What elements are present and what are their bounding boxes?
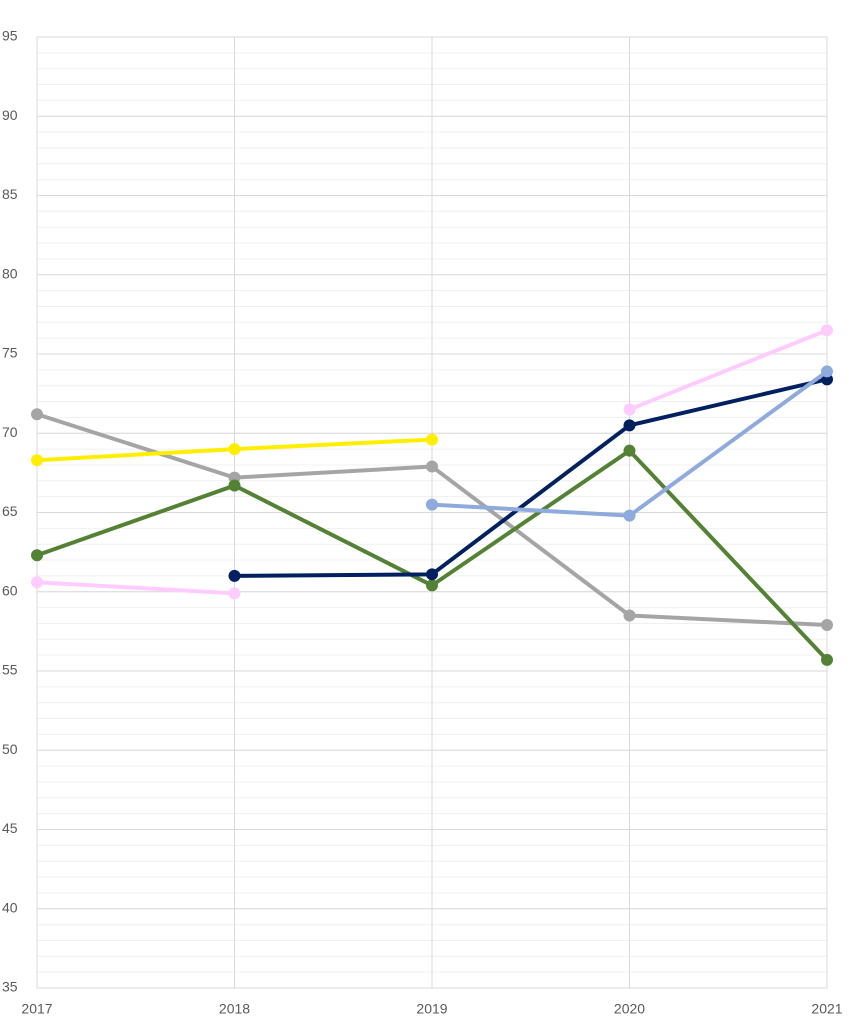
y-tick-label: 75 [2,345,18,361]
point [623,419,636,432]
x-tick-label: 2017 [21,1001,52,1017]
point [426,433,438,446]
point [623,609,636,622]
point [228,587,241,600]
y-tick-label: 70 [2,424,18,440]
point [426,568,438,581]
y-tick-label: 85 [2,186,18,202]
series-line [234,377,828,578]
point [228,443,241,456]
point [821,365,833,378]
y-tick-label: 40 [2,899,18,915]
x-tick-label: 2018 [219,1001,250,1017]
point [31,549,43,562]
series-line [628,328,828,412]
point [31,454,43,467]
x-tick-label: 2019 [416,1001,447,1017]
point [426,460,438,473]
point [426,498,438,511]
point [623,509,636,522]
point [426,579,438,592]
point [31,576,43,589]
y-tick-label: 65 [2,503,18,519]
y-tick-label: 45 [2,820,18,836]
point [228,479,241,492]
point [821,653,833,666]
point [228,569,241,582]
point [623,444,636,457]
y-tick-label: 80 [2,265,18,281]
y-tick-label: 60 [2,582,18,598]
point [31,408,43,421]
y-tick-label: 50 [2,741,18,757]
y-tick-label: 55 [2,662,18,678]
x-tick-label: 2020 [614,1001,645,1017]
y-tick-label: 90 [2,107,18,123]
y-tick-label: 95 [2,28,18,44]
y-tick-label: 35 [2,979,18,995]
series-line [36,580,235,596]
x-tick-label: 2021 [811,1001,842,1017]
point [821,619,833,632]
point [623,403,636,416]
point [821,324,833,337]
